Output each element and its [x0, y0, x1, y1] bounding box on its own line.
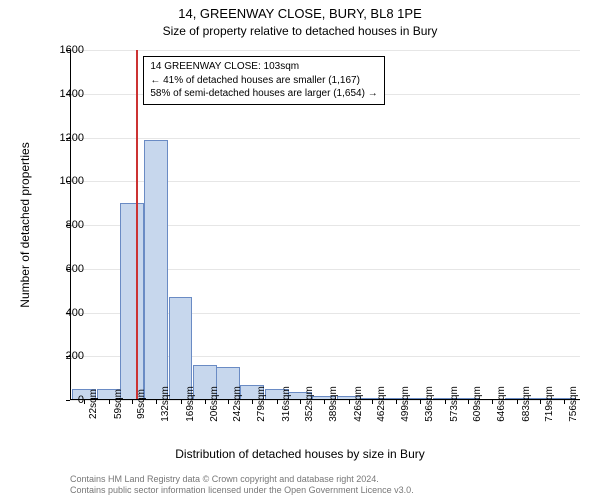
xtick-mark	[109, 400, 110, 404]
annotation-line: 14 GREENWAY CLOSE: 103sqm	[150, 60, 377, 74]
xtick-mark	[228, 400, 229, 404]
xtick-label: 499sqm	[400, 386, 411, 422]
histogram-bar	[169, 297, 193, 400]
xtick-mark	[517, 400, 518, 404]
xtick-mark	[492, 400, 493, 404]
histogram-bar	[144, 140, 168, 400]
xtick-mark	[396, 400, 397, 404]
chart-title-sub: Size of property relative to detached ho…	[0, 24, 600, 38]
xtick-label: 389sqm	[328, 386, 339, 422]
xtick-mark	[300, 400, 301, 404]
xtick-label: 22sqm	[88, 389, 99, 419]
xtick-mark	[252, 400, 253, 404]
xtick-label: 719sqm	[544, 386, 555, 422]
xtick-mark	[181, 400, 182, 404]
xtick-mark	[445, 400, 446, 404]
xtick-label: 426sqm	[353, 386, 364, 422]
ytick-label: 600	[44, 263, 84, 275]
xtick-label: 462sqm	[376, 386, 387, 422]
xtick-label: 279sqm	[256, 386, 267, 422]
xtick-label: 646sqm	[496, 386, 507, 422]
xtick-label: 206sqm	[209, 386, 220, 422]
xtick-mark	[205, 400, 206, 404]
attribution-footer: Contains HM Land Registry data © Crown c…	[70, 474, 590, 496]
ytick-label: 1000	[44, 175, 84, 187]
xtick-mark	[132, 400, 133, 404]
annotation-box: 14 GREENWAY CLOSE: 103sqm← 41% of detach…	[143, 56, 384, 105]
xtick-mark	[540, 400, 541, 404]
ytick-label: 200	[44, 350, 84, 362]
xtick-label: 95sqm	[136, 389, 147, 419]
histogram-bar	[120, 203, 144, 400]
xtick-mark	[84, 400, 85, 404]
chart-title-main: 14, GREENWAY CLOSE, BURY, BL8 1PE	[0, 6, 600, 21]
ytick-label: 1400	[44, 88, 84, 100]
y-axis-label: Number of detached properties	[18, 142, 32, 307]
footer-line-2: Contains public sector information licen…	[70, 485, 590, 496]
footer-line-1: Contains HM Land Registry data © Crown c…	[70, 474, 590, 485]
xtick-mark	[372, 400, 373, 404]
annotation-line: 58% of semi-detached houses are larger (…	[150, 87, 377, 101]
xtick-label: 132sqm	[160, 386, 171, 422]
xtick-label: 352sqm	[304, 386, 315, 422]
xtick-mark	[324, 400, 325, 404]
gridline-h	[70, 50, 580, 51]
xtick-label: 609sqm	[472, 386, 483, 422]
xtick-mark	[156, 400, 157, 404]
xtick-mark	[349, 400, 350, 404]
ytick-label: 800	[44, 219, 84, 231]
ytick-label: 1600	[44, 44, 84, 56]
xtick-label: 169sqm	[185, 386, 196, 422]
ytick-label: 0	[44, 394, 84, 406]
reference-line	[136, 50, 138, 400]
x-axis-label: Distribution of detached houses by size …	[0, 447, 600, 461]
xtick-label: 756sqm	[568, 386, 579, 422]
ytick-label: 400	[44, 307, 84, 319]
annotation-line: ← 41% of detached houses are smaller (1,…	[150, 74, 377, 88]
xtick-label: 536sqm	[424, 386, 435, 422]
xtick-mark	[468, 400, 469, 404]
xtick-label: 573sqm	[449, 386, 460, 422]
xtick-mark	[564, 400, 565, 404]
xtick-label: 242sqm	[232, 386, 243, 422]
ytick-label: 1200	[44, 132, 84, 144]
xtick-label: 683sqm	[521, 386, 532, 422]
plot-area: 14 GREENWAY CLOSE: 103sqm← 41% of detach…	[70, 50, 580, 400]
xtick-label: 59sqm	[113, 389, 124, 419]
xtick-mark	[277, 400, 278, 404]
xtick-label: 316sqm	[281, 386, 292, 422]
gridline-h	[70, 138, 580, 139]
xtick-mark	[420, 400, 421, 404]
